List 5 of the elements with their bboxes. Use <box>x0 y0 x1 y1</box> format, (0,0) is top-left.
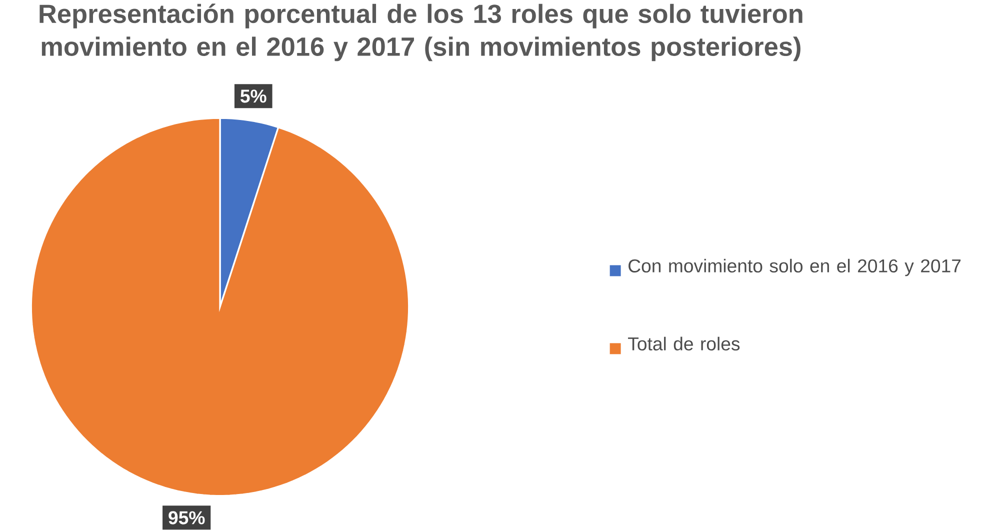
chart-title: Representación porcentual de los 13 roles que solo tuvieron movimiento en el 2016 y 2017 (sin movimientos posteriores) <box>40 4 802 62</box>
legend-label: Con movimiento solo en el 2016 y 2017 <box>628 258 961 276</box>
data-label: 5% <box>240 90 266 103</box>
legend-label: Total de roles <box>628 336 740 351</box>
data-label: 95% <box>168 511 205 524</box>
